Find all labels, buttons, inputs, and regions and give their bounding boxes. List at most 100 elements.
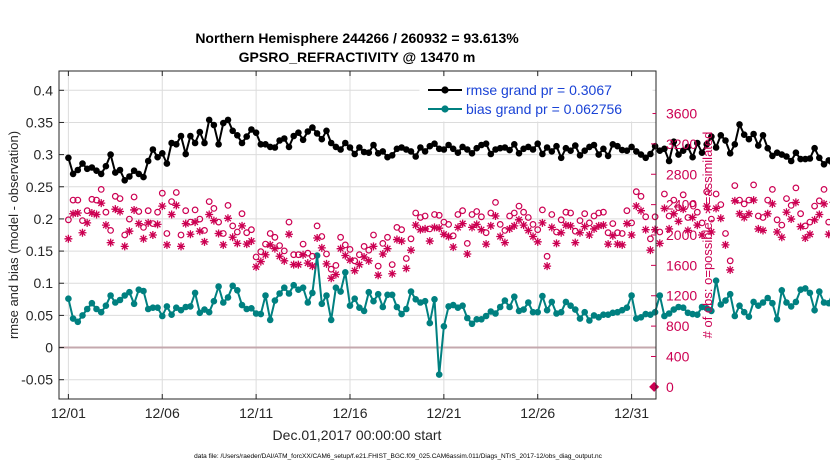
rmse-point (234, 132, 241, 139)
obs-assimilated-point (308, 262, 317, 271)
rmse-point (482, 140, 490, 147)
legend-bias-label: bias grand pr = 0.062756 (466, 101, 622, 117)
obs-assimilated-point (411, 221, 420, 230)
rmse-point (661, 145, 668, 153)
bias-point (224, 294, 232, 301)
obs-assimilated-point (759, 226, 768, 235)
obs-assimilated-point (744, 209, 753, 218)
obs-assimilated-point (388, 269, 397, 278)
rmse-point (567, 147, 574, 154)
obs-assimilated-point (64, 234, 73, 243)
obs-assimilated-point (655, 239, 664, 248)
rmse-point (121, 177, 128, 184)
obs-assimilated-point (524, 226, 533, 235)
obs-assimilated-point (120, 242, 129, 251)
bias-point (327, 316, 335, 324)
rmse-point (163, 160, 171, 167)
obs-possible-point (360, 242, 368, 250)
bias-point (266, 316, 274, 324)
bias-point (332, 284, 340, 292)
obs-possible-point (449, 232, 457, 240)
rmse-point (572, 142, 579, 149)
obs-possible-point (337, 233, 345, 241)
rmse-point (614, 142, 621, 150)
obs-possible-point (201, 226, 208, 234)
obs-possible-point (539, 206, 546, 214)
bias-point (628, 292, 635, 299)
obs-assimilated-point (336, 244, 345, 253)
bias-point (811, 306, 818, 314)
rmse-point (581, 147, 588, 154)
bias-point (79, 312, 86, 319)
obs-assimilated-point (702, 202, 711, 211)
obs-assimilated-point (350, 266, 359, 275)
rmse-point (816, 154, 823, 162)
rmse-point (281, 135, 288, 142)
obs-assimilated-point (782, 208, 791, 217)
obs-possible-point (130, 193, 138, 201)
obs-assimilated-point (191, 218, 200, 227)
obs-possible-point (548, 211, 556, 218)
rmse-point (130, 167, 138, 174)
obs-possible-point (520, 208, 527, 216)
obs-assimilated-point (697, 231, 706, 239)
bias-point (384, 291, 391, 299)
rmse-point (647, 150, 654, 158)
bias-point (722, 297, 729, 304)
obs-assimilated-point (317, 243, 326, 252)
rmse-point (412, 153, 420, 160)
bias-point (492, 310, 499, 317)
obs-possible-point (374, 262, 382, 270)
obs-assimilated-point (275, 252, 284, 261)
rmse-point (140, 173, 147, 181)
rmse-point (689, 153, 696, 161)
y-axis-label-left: rmse and bias (model - observation) (6, 131, 21, 339)
obs-assimilated-point (646, 246, 655, 255)
rmse-point (342, 139, 349, 147)
obs-possible-point (801, 222, 809, 230)
obs-assimilated-point (374, 271, 383, 280)
series-rmse (65, 116, 830, 184)
obs-assimilated-point (101, 221, 110, 230)
obs-assimilated-point (580, 222, 589, 231)
bias-point (370, 297, 377, 305)
obs-assimilated-point (322, 259, 331, 268)
obs-assimilated-point (529, 232, 538, 241)
obs-possible-point (69, 196, 77, 204)
obs-possible-point (177, 231, 185, 239)
rmse-point (304, 128, 312, 135)
bias-point (248, 305, 255, 312)
obs-assimilated-point (735, 209, 744, 218)
obs-assimilated-point (749, 196, 758, 205)
obs-assimilated-point (228, 233, 237, 242)
bias-point (435, 371, 443, 378)
obs-possible-point (820, 185, 828, 193)
obs-assimilated-point (416, 225, 425, 234)
bias-point (121, 292, 128, 299)
obs-possible-point (402, 255, 410, 262)
rmse-point (820, 161, 828, 168)
obs-possible-point (370, 231, 377, 239)
bias-point (393, 303, 401, 311)
obs-assimilated-point (477, 225, 486, 234)
obs-assimilated-point (280, 256, 289, 265)
legend-rmse-label: rmse grand pr = 0.3067 (466, 82, 612, 98)
obs-assimilated-point (181, 219, 190, 228)
y-tick-label-left: 0.4 (34, 82, 54, 98)
obs-assimilated-point (712, 204, 721, 213)
rmse-point (107, 151, 114, 158)
obs-assimilated-point (430, 223, 439, 232)
obs-assimilated-point (256, 257, 265, 266)
obs-assimilated-point (252, 262, 261, 271)
obs-assimilated-point (242, 240, 251, 249)
bias-point (149, 304, 157, 312)
y-tick-label-left: 0.15 (26, 243, 53, 259)
obs-possible-point (534, 226, 542, 234)
obs-assimilated-point (233, 239, 242, 248)
obs-assimilated-point (688, 213, 697, 222)
bias-point (285, 290, 293, 297)
obs-assimilated-point (608, 231, 617, 240)
obs-possible-point (384, 233, 391, 241)
obs-assimilated-point (435, 224, 444, 233)
